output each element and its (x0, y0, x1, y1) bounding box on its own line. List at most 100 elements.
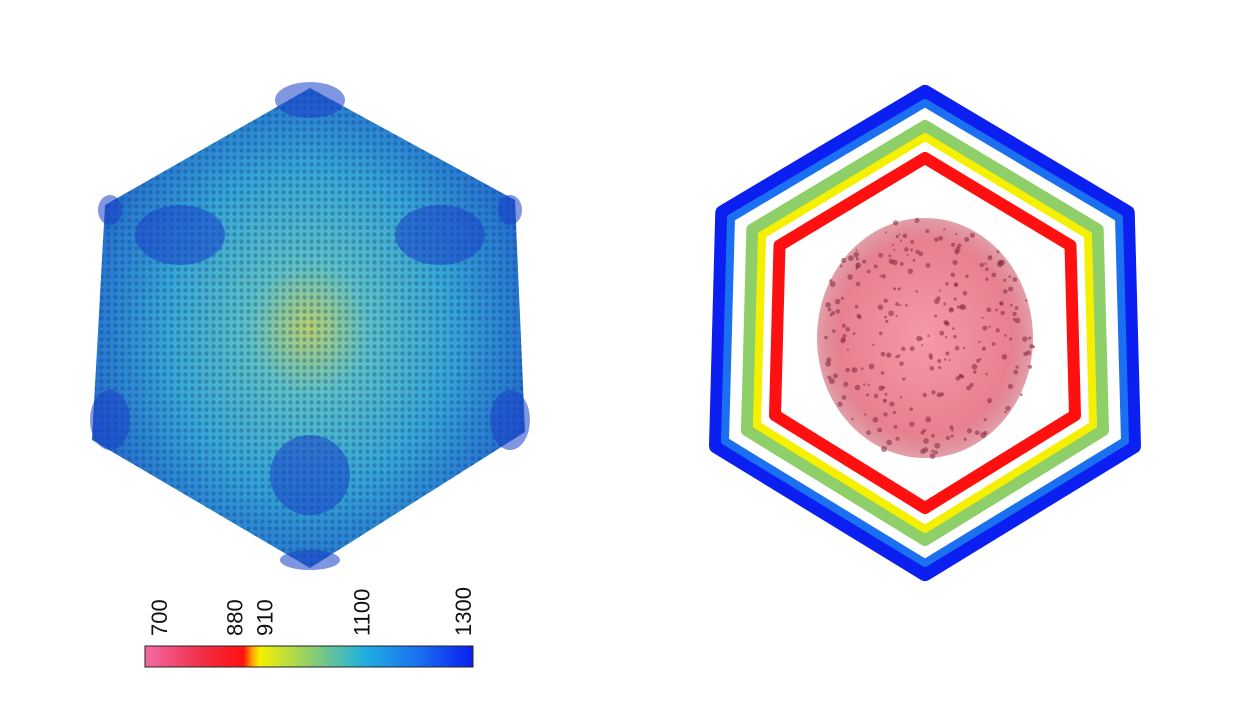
core-density-speck (927, 334, 930, 338)
core-density-speck (974, 430, 980, 436)
core-density-speck (866, 269, 871, 274)
core-density-speck (959, 304, 964, 309)
colorbar-bar (144, 645, 474, 668)
core-density-speck (934, 314, 938, 318)
core-density-speck (863, 383, 866, 386)
core-density-speck (1019, 393, 1023, 397)
core-density-speck (963, 437, 967, 441)
core-density-speck (920, 448, 926, 455)
core-density-speck (987, 397, 993, 403)
core-density-speck (898, 233, 901, 236)
core-density-speck (893, 425, 898, 429)
core-density-speck (1028, 336, 1032, 340)
core-density-speck (909, 346, 915, 352)
core-density-speck (962, 290, 968, 296)
colorbar: 700 880 910 1100 1300 (144, 587, 476, 668)
core-density-speck (950, 307, 954, 311)
core-density-speck (934, 237, 939, 242)
colorbar-tick-label: 910 (253, 599, 278, 636)
core-density-speck (997, 261, 1004, 268)
core-density-speck (957, 243, 962, 248)
core-density-speck (1028, 364, 1033, 369)
core-density-speck (955, 376, 961, 381)
core-density-speck (943, 228, 946, 231)
core-density-speck (934, 442, 941, 449)
core-density-speck (995, 328, 1000, 333)
core-density-speck (888, 258, 895, 265)
core-density-speck (899, 303, 902, 307)
core-density-speck (881, 385, 885, 390)
core-density-speck (893, 248, 896, 251)
colorbar-tick-label: 1300 (451, 587, 476, 636)
core-density-speck (906, 253, 909, 257)
core-density-speck (909, 407, 914, 412)
core-density-speck (923, 438, 929, 444)
core-density-speck (925, 229, 930, 234)
core-density-speck (971, 363, 978, 370)
core-density-speck (855, 249, 858, 252)
colorbar-tick-label: 1100 (350, 589, 375, 636)
core-density-speck (973, 370, 977, 374)
core-density-speck (1014, 306, 1019, 310)
core-density-speck (985, 372, 988, 376)
core-density-speck (969, 382, 974, 388)
core-density-speck (1004, 410, 1007, 414)
vertex-blue-patches (90, 82, 530, 570)
core-density-speck (1010, 303, 1013, 307)
core-density-speck (880, 351, 886, 357)
core-density-speck (980, 432, 987, 439)
capsid-surface-view (90, 82, 530, 570)
core-density-speck (886, 439, 892, 446)
core-density-speck (1026, 350, 1031, 356)
core-density-speck (853, 251, 860, 258)
core-density-speck (925, 416, 932, 423)
core-density-speck (953, 282, 959, 288)
core-density-speck (829, 281, 836, 287)
colorbar-tick-label: 880 (223, 599, 248, 636)
core-density-speck (976, 358, 981, 363)
core-density-speck (929, 453, 936, 459)
core-density-speck (841, 395, 847, 400)
core-density-speck (1001, 353, 1008, 360)
core-density-speck (964, 236, 970, 242)
core-density-speck (1000, 310, 1005, 316)
core-density-speck (881, 274, 886, 279)
core-density-speck (979, 357, 982, 361)
colorbar-tick-label: 700 (147, 599, 172, 636)
core-density-speck (827, 307, 832, 312)
core-density-speck (929, 366, 935, 371)
core-density-speck (1009, 337, 1013, 341)
core-density-speck (825, 360, 832, 367)
core-density-speck (1029, 344, 1034, 349)
core-density-speck (847, 255, 854, 262)
core-density-speck (934, 298, 940, 305)
core-density-speck (873, 393, 879, 399)
genome-core (817, 218, 1033, 458)
core-density-speck (945, 351, 950, 356)
core-density-speck (988, 255, 992, 258)
orange-ring (753, 133, 1097, 533)
core-density-speck (934, 450, 938, 455)
core-density-speck (854, 304, 859, 309)
core-density-speck (873, 264, 878, 269)
core-density-speck (841, 323, 846, 328)
core-density-speck (1022, 336, 1028, 342)
core-density-speck (832, 373, 838, 379)
core-density-speck (937, 359, 942, 363)
red-inner-ring (769, 152, 1081, 514)
core-density-speck (938, 235, 944, 241)
core-density-speck (889, 401, 895, 407)
core-density-speck (910, 248, 914, 252)
core-density-speck (907, 268, 914, 274)
core-density-speck (862, 259, 867, 264)
core-density-speck (983, 417, 987, 422)
core-density-speck (864, 413, 867, 416)
core-density-speck (985, 277, 989, 281)
core-density-speck (828, 378, 835, 385)
core-density-speck (867, 383, 870, 387)
core-density-speck (916, 335, 922, 342)
core-density-speck (955, 246, 961, 253)
core-density-speck (996, 250, 1000, 254)
core-density-speck (949, 425, 954, 430)
core-density-speck (834, 298, 841, 305)
